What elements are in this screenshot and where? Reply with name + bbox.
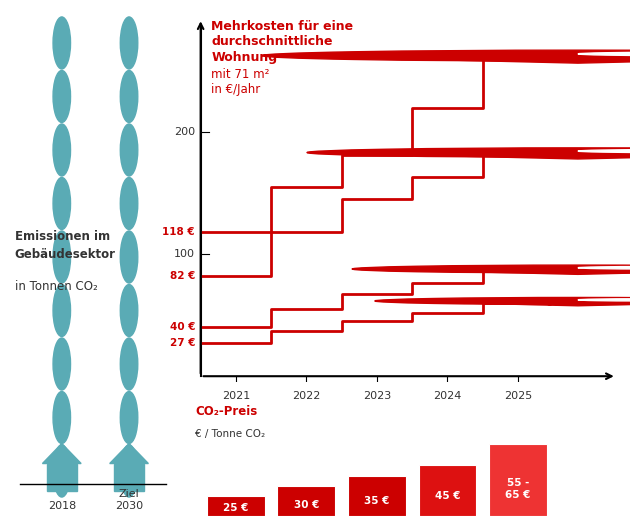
Text: 2018: 2018 xyxy=(48,501,76,511)
Bar xyxy=(418,464,476,516)
Circle shape xyxy=(352,265,630,273)
Polygon shape xyxy=(110,444,149,463)
Polygon shape xyxy=(375,301,630,306)
Bar xyxy=(207,496,265,516)
Circle shape xyxy=(53,285,71,337)
Polygon shape xyxy=(262,56,630,63)
Bar xyxy=(489,444,547,516)
Circle shape xyxy=(375,297,630,304)
Text: in Tonnen CO₂: in Tonnen CO₂ xyxy=(14,279,98,293)
Text: 40 €: 40 € xyxy=(169,322,195,332)
Circle shape xyxy=(53,445,71,497)
Circle shape xyxy=(578,267,630,269)
Text: 2025: 2025 xyxy=(504,391,532,401)
Text: 55 -
65 €: 55 - 65 € xyxy=(505,478,530,500)
Text: 82 €: 82 € xyxy=(169,271,195,281)
Circle shape xyxy=(53,70,71,122)
Bar xyxy=(47,463,77,491)
Text: 35 €: 35 € xyxy=(364,496,389,506)
Text: 2022: 2022 xyxy=(292,391,321,401)
Polygon shape xyxy=(352,269,630,275)
Circle shape xyxy=(53,0,71,15)
Bar xyxy=(114,463,144,491)
Text: 30 €: 30 € xyxy=(294,500,319,510)
Circle shape xyxy=(578,52,630,56)
Text: 2023: 2023 xyxy=(363,391,391,401)
Circle shape xyxy=(120,124,138,176)
Text: 2021: 2021 xyxy=(222,391,250,401)
Circle shape xyxy=(53,392,71,444)
Text: 2024: 2024 xyxy=(433,391,462,401)
Circle shape xyxy=(53,124,71,176)
Text: 100: 100 xyxy=(174,249,195,259)
Text: in €/Jahr: in €/Jahr xyxy=(211,83,260,96)
Circle shape xyxy=(578,299,630,301)
Circle shape xyxy=(120,231,138,283)
Circle shape xyxy=(120,178,138,229)
Circle shape xyxy=(120,70,138,122)
Circle shape xyxy=(578,149,630,153)
Text: 27 €: 27 € xyxy=(169,338,195,348)
Text: Ziel
2030: Ziel 2030 xyxy=(115,489,143,511)
Text: 60 €: 60 € xyxy=(546,298,571,308)
Text: Emissionen im
Gebäudesektor: Emissionen im Gebäudesektor xyxy=(14,230,116,262)
Polygon shape xyxy=(42,444,81,463)
Circle shape xyxy=(262,50,630,61)
Text: 181 €: 181 € xyxy=(546,150,579,160)
Text: durchschnittliche: durchschnittliche xyxy=(211,36,333,48)
Circle shape xyxy=(53,178,71,229)
Circle shape xyxy=(53,17,71,69)
Text: 25 €: 25 € xyxy=(223,503,249,513)
Text: 260 €: 260 € xyxy=(546,54,579,64)
Circle shape xyxy=(53,231,71,283)
Circle shape xyxy=(53,338,71,390)
Circle shape xyxy=(307,148,630,157)
Circle shape xyxy=(120,17,138,69)
Text: 86 €: 86 € xyxy=(546,266,571,276)
Bar xyxy=(277,486,335,516)
Text: Mehrkosten für eine: Mehrkosten für eine xyxy=(211,20,353,32)
Text: Wohnung: Wohnung xyxy=(211,52,277,64)
Text: € / Tonne CO₂: € / Tonne CO₂ xyxy=(195,429,265,439)
Bar xyxy=(348,476,406,516)
Circle shape xyxy=(120,445,138,497)
Text: 118 €: 118 € xyxy=(163,227,195,237)
Circle shape xyxy=(120,338,138,390)
Text: 45 €: 45 € xyxy=(435,492,460,502)
Circle shape xyxy=(120,392,138,444)
Text: CO₂-Preis: CO₂-Preis xyxy=(195,405,257,418)
Text: mit 71 m²: mit 71 m² xyxy=(211,69,270,81)
Circle shape xyxy=(120,0,138,15)
Polygon shape xyxy=(307,153,630,159)
Circle shape xyxy=(120,285,138,337)
Text: 200: 200 xyxy=(174,127,195,137)
